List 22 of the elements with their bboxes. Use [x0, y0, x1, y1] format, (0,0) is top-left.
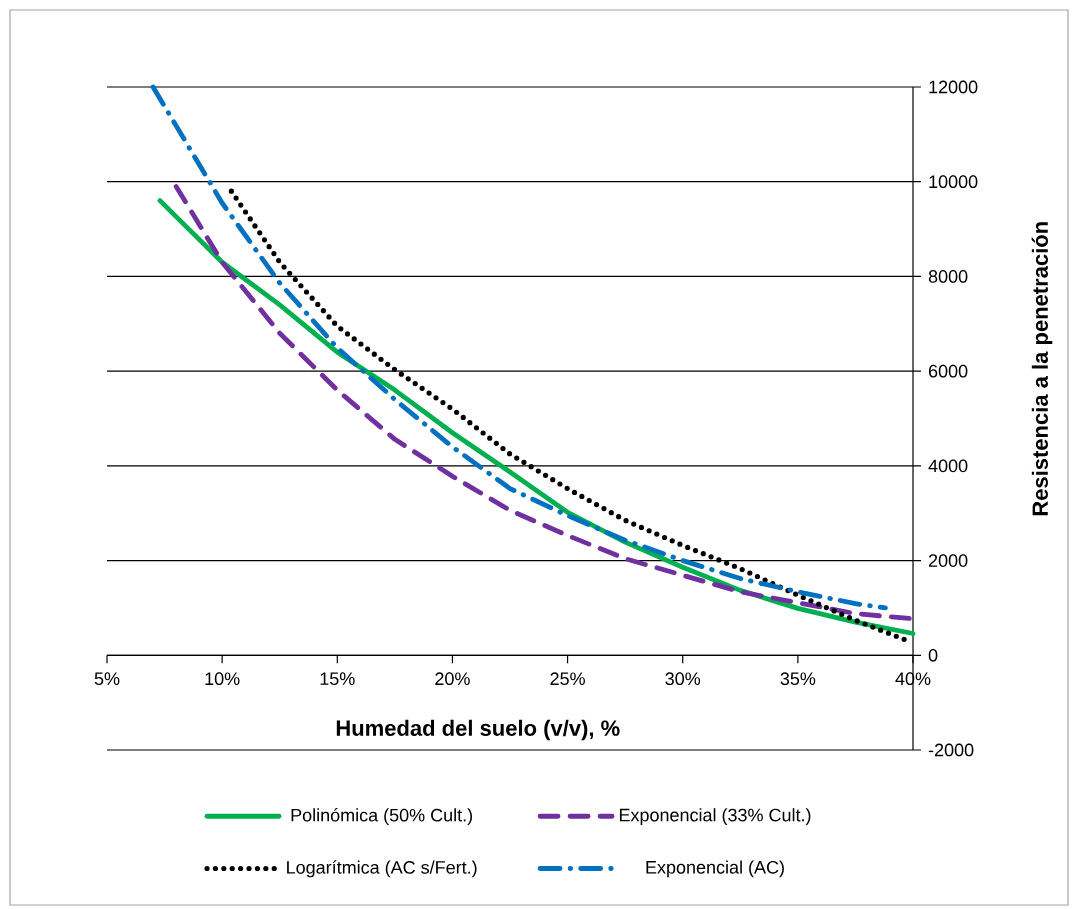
x-tick-label: 20% [435, 672, 470, 686]
legend-label: Logarítmica (AC s/Fert.) [287, 860, 477, 878]
legend-label: Exponencial (33% Cult.) [619, 808, 811, 825]
y-tick-label: -2000 [928, 743, 974, 757]
y-axis-title: Resistencia a la penetración [1031, 222, 1053, 516]
y-tick-label: 4000 [928, 459, 968, 473]
x-tick-label: 5% [94, 672, 120, 686]
legend-label: Exponencial (AC) [646, 860, 784, 878]
x-tick-label: 25% [550, 672, 585, 686]
x-tick-label: 30% [665, 672, 701, 686]
line-series [150, 84, 888, 611]
legend-label: Polinómica (50% Cult.) [291, 808, 473, 826]
x-tick-label: 10% [205, 672, 240, 686]
y-tick-label: 8000 [928, 270, 968, 283]
x-tick-label: 35% [780, 672, 816, 686]
y-tick-label: 10000 [929, 175, 978, 189]
y-tick-label: 6000 [928, 364, 968, 378]
x-axis-title: Humedad del suelo (v/v), % [336, 719, 620, 741]
y-tick-label: 0 [928, 648, 938, 662]
x-tick-label: 15% [320, 672, 355, 686]
y-tick-label: 2000 [928, 554, 968, 567]
y-tick-label: 12000 [929, 80, 978, 94]
